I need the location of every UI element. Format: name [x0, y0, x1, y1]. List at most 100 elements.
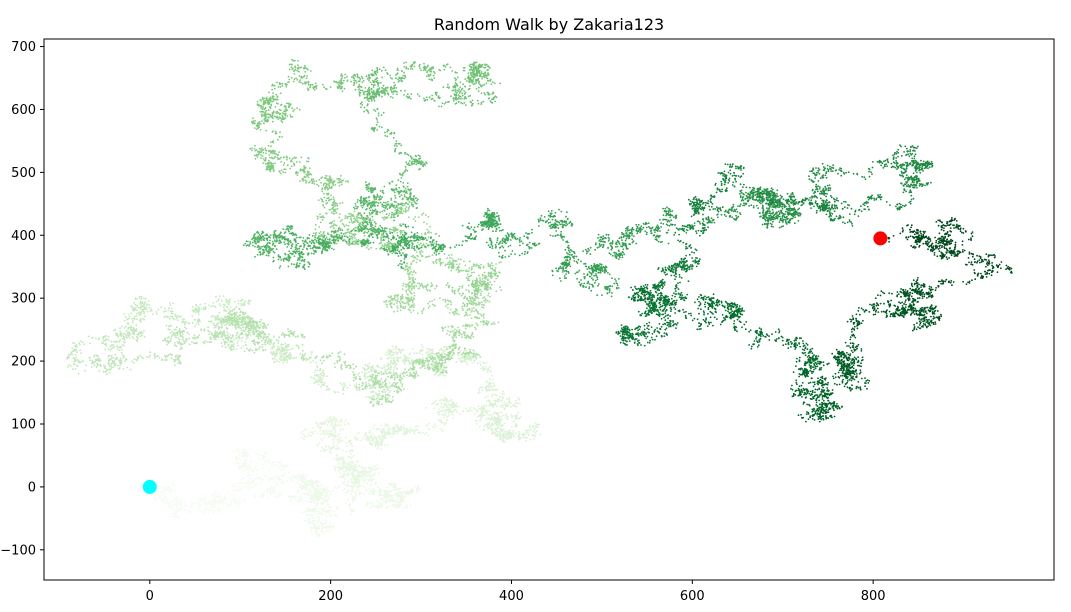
walk-point — [95, 359, 98, 362]
walk-point — [499, 436, 502, 439]
walk-point — [318, 488, 321, 491]
walk-point — [395, 351, 398, 354]
walk-point — [131, 336, 134, 338]
walk-point — [377, 501, 380, 504]
walk-point — [458, 405, 461, 407]
walk-point — [101, 342, 103, 344]
walk-point — [139, 354, 142, 357]
walk-point — [306, 510, 309, 513]
walk-point — [343, 461, 346, 464]
walk-point — [304, 354, 306, 357]
walk-point — [355, 387, 358, 390]
walk-point — [386, 368, 388, 371]
walk-point — [233, 483, 236, 485]
walk-point — [361, 469, 364, 472]
walk-point — [200, 328, 203, 331]
walk-point — [139, 335, 141, 338]
walk-point — [181, 331, 184, 334]
walk-point — [296, 476, 298, 478]
walk-point — [313, 498, 315, 501]
walk-point — [357, 373, 359, 376]
walk-point — [232, 450, 235, 452]
walk-point — [341, 449, 344, 452]
walk-point — [238, 503, 240, 506]
walk-point — [419, 432, 422, 435]
walk-point — [476, 410, 479, 413]
walk-point — [289, 498, 292, 501]
walk-point — [79, 340, 82, 342]
walk-point — [398, 487, 401, 490]
walk-point — [164, 482, 167, 485]
walk-point — [521, 433, 524, 436]
walk-point — [458, 357, 461, 360]
walk-point — [314, 507, 316, 510]
walk-point — [176, 331, 179, 333]
walk-point — [496, 435, 499, 437]
walk-point — [137, 312, 140, 315]
walk-point — [268, 462, 270, 464]
walk-point — [118, 340, 121, 343]
walk-point — [393, 357, 395, 360]
walk-point — [172, 317, 175, 320]
walk-point — [163, 359, 166, 361]
walk-point — [114, 354, 117, 356]
walk-point — [321, 509, 323, 512]
walk-point — [278, 467, 281, 469]
walk-point — [433, 423, 436, 426]
walk-point — [246, 467, 248, 470]
walk-point — [372, 395, 374, 398]
walk-point — [346, 386, 349, 389]
walk-point — [228, 324, 231, 327]
walk-point — [404, 495, 407, 498]
walk-point — [399, 429, 401, 432]
walk-point — [375, 428, 378, 431]
walk-point — [255, 465, 257, 468]
walk-point — [242, 345, 245, 347]
walk-point — [476, 419, 479, 422]
walk-point — [169, 315, 172, 318]
walk-point — [197, 502, 200, 505]
walk-point — [214, 499, 217, 501]
walk-point — [402, 424, 405, 426]
walk-point — [217, 318, 220, 321]
walk-point — [244, 328, 247, 331]
walk-point — [336, 459, 339, 461]
walk-point — [478, 391, 481, 394]
walk-point — [365, 486, 368, 489]
walk-point — [135, 328, 138, 331]
walk-point — [280, 356, 282, 358]
walk-point — [231, 317, 234, 320]
walk-point — [342, 456, 345, 459]
walk-point — [387, 490, 389, 492]
walk-point — [76, 358, 79, 361]
walk-point — [234, 455, 237, 458]
walk-point — [310, 351, 313, 353]
walk-point — [140, 297, 143, 300]
walk-point — [271, 357, 274, 360]
walk-point — [172, 482, 175, 485]
walk-point — [157, 308, 160, 311]
walk-point — [208, 304, 210, 307]
walk-point — [191, 314, 194, 317]
walk-point — [230, 348, 233, 351]
walk-point — [112, 366, 114, 369]
walk-point — [332, 418, 335, 420]
walk-point — [403, 357, 406, 359]
walk-point — [403, 354, 406, 357]
walk-point — [276, 493, 278, 496]
walk-point — [358, 372, 360, 375]
walk-point — [409, 431, 411, 434]
walk-point — [204, 494, 207, 497]
walk-point — [173, 331, 175, 334]
walk-point — [473, 407, 475, 410]
walk-point — [404, 433, 406, 436]
walk-point — [192, 336, 194, 339]
walk-point — [178, 509, 181, 512]
walk-point — [269, 493, 272, 495]
walk-point — [393, 367, 396, 369]
walk-point — [283, 357, 285, 360]
walk-point — [174, 496, 176, 499]
walk-point — [230, 340, 233, 342]
walk-point — [167, 309, 170, 312]
walk-point — [317, 510, 319, 513]
